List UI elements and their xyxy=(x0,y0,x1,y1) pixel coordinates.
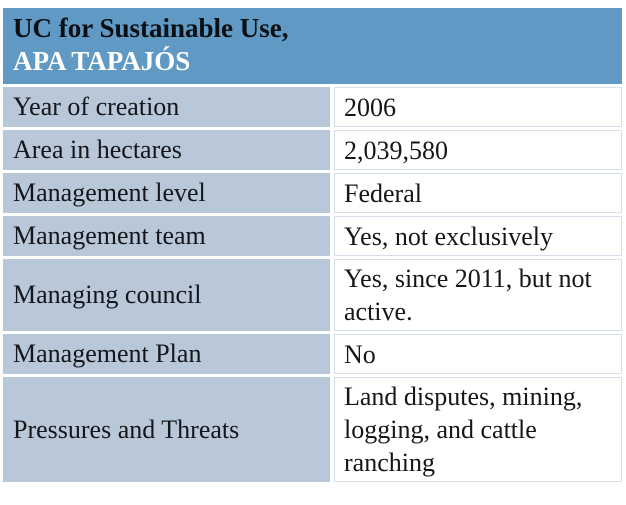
row-label-management-level: Management level xyxy=(3,173,330,213)
row-value-year-of-creation: 2006 xyxy=(334,87,622,127)
row-label-managing-council: Managing council xyxy=(3,259,330,331)
row-value-managing-council: Yes, since 2011, but not active. xyxy=(334,259,622,331)
table-title-line1: UC for Sustainable Use, xyxy=(13,13,289,43)
uc-info-table: UC for Sustainable Use, APA TAPAJÓS Year… xyxy=(3,8,622,482)
table-row: Year of creation 2006 xyxy=(3,87,622,127)
row-value-management-level: Federal xyxy=(334,173,622,213)
row-value-area-hectares: 2,039,580 xyxy=(334,130,622,170)
row-label-area-hectares: Area in hectares xyxy=(3,130,330,170)
table-row: Management team Yes, not exclusively xyxy=(3,216,622,256)
row-label-management-plan: Management Plan xyxy=(3,334,330,374)
row-value-management-team: Yes, not exclusively xyxy=(334,216,622,256)
row-label-pressures-threats: Pressures and Threats xyxy=(3,377,330,482)
table-row: Managing council Yes, since 2011, but no… xyxy=(3,259,622,331)
table-title-line2: APA TAPAJÓS xyxy=(13,46,191,76)
table-row: Area in hectares 2,039,580 xyxy=(3,130,622,170)
table-row: Pressures and Threats Land disputes, min… xyxy=(3,377,622,482)
row-value-management-plan: No xyxy=(334,334,622,374)
row-value-pressures-threats: Land disputes, mining, logging, and catt… xyxy=(334,377,622,482)
table-header: UC for Sustainable Use, APA TAPAJÓS xyxy=(3,8,622,84)
row-label-management-team: Management team xyxy=(3,216,330,256)
table-row: Management Plan No xyxy=(3,334,622,374)
table-row: Management level Federal xyxy=(3,173,622,213)
row-label-year-of-creation: Year of creation xyxy=(3,87,330,127)
